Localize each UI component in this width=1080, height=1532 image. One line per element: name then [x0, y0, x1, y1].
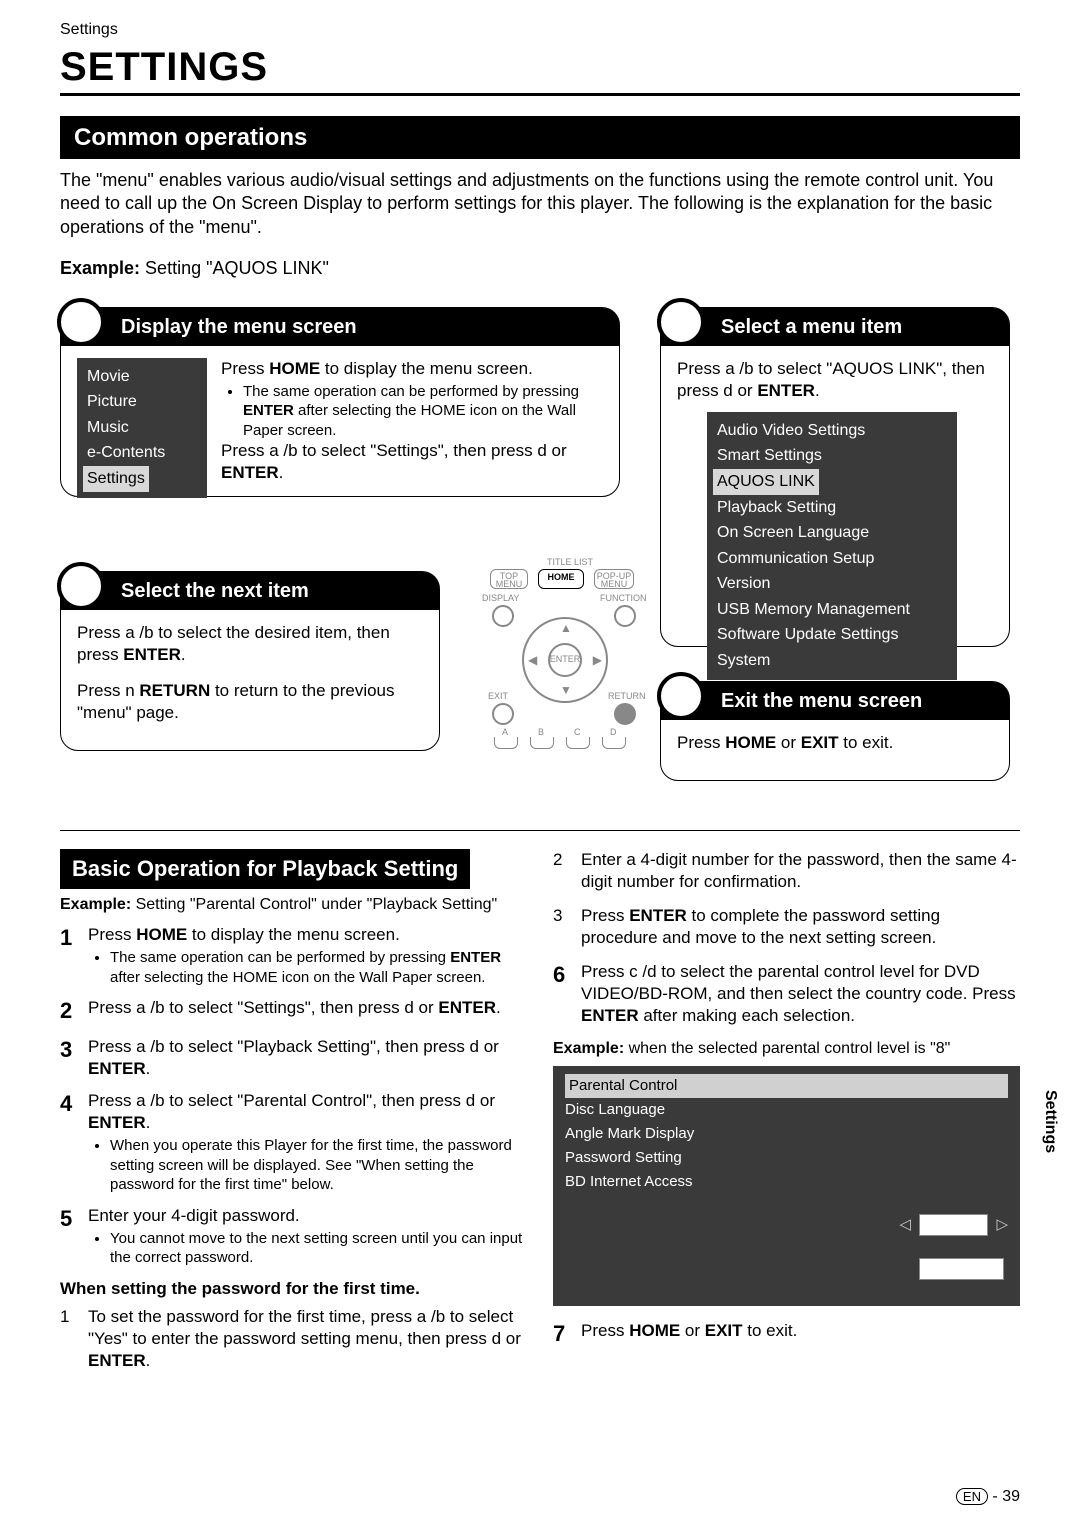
page-title: SETTINGS	[60, 41, 1020, 96]
step-3-text: Press a /b to select the desired item, t…	[61, 610, 439, 736]
remote-return-label: RETURN	[608, 691, 646, 703]
parental-level-selector: 8 [Adult]	[919, 1214, 988, 1236]
remote-d-button	[602, 737, 626, 749]
remote-dpad: ENTER ▲ ▼ ◀ ▶	[522, 617, 608, 703]
step-3-box: 3 Select the next item Press a /b to sel…	[60, 571, 440, 751]
menu-item-playback: Playback Setting	[717, 495, 947, 521]
step-4-text: Press HOME or EXIT to exit.	[661, 720, 1009, 766]
right-column: 2Enter a 4-digit number for the password…	[553, 849, 1020, 1384]
left-column: Basic Operation for Playback Setting Exa…	[60, 849, 527, 1384]
pb-item-angle: Angle Mark Display	[565, 1122, 1008, 1146]
side-tab-settings: Settings	[1039, 1090, 1060, 1153]
playback-example: Example: Setting "Parental Control" unde…	[60, 895, 527, 916]
remote-c-button	[566, 737, 590, 749]
remote-right-icon: ▶	[593, 653, 602, 669]
steps-diagram: 1 Display the menu screen Movie Picture …	[60, 291, 1020, 831]
country-selector: USA	[919, 1258, 1004, 1280]
remote-popup-button: POP-UP MENU	[594, 569, 634, 589]
pb-item-pwset: Password Setting	[565, 1146, 1008, 1170]
menu-item-system: System	[717, 648, 947, 674]
menu-item-osl: On Screen Language	[717, 520, 947, 546]
menu-item-smart: Smart Settings	[717, 443, 947, 469]
step-2-number: 2	[657, 298, 705, 346]
settings-menu: Audio Video Settings Smart Settings AQUO…	[707, 412, 957, 680]
menu-item-usb: USB Memory Management	[717, 597, 947, 623]
page-number: 39	[1002, 1488, 1020, 1505]
remote-display-button	[492, 605, 514, 627]
remote-diagram: TITLE LIST TOP MENU HOME POP-UP MENU DIS…	[480, 561, 650, 741]
menu-item-settings: Settings	[83, 466, 149, 492]
breadcrumb: Settings	[60, 20, 1020, 41]
step-2-box: 2 Select a menu item Press a /b to selec…	[660, 307, 1010, 647]
left-triangle-icon: ◁	[900, 1216, 912, 1233]
remote-exit-label: EXIT	[488, 691, 508, 703]
step-3-number: 3	[57, 562, 105, 610]
remote-function-label: FUNCTION	[600, 593, 647, 605]
step-1-header: 1 Display the menu screen	[61, 308, 619, 346]
playback-setting-menu: Parental Control Disc Language Angle Mar…	[553, 1066, 1020, 1306]
step-3-header: 3 Select the next item	[61, 572, 439, 610]
procedure-list: 1 Press HOME to display the menu screen.…	[60, 924, 527, 1268]
remote-home-button: HOME	[538, 569, 584, 589]
step-1-box: 1 Display the menu screen Movie Picture …	[60, 307, 620, 497]
menu-item-av: Audio Video Settings	[717, 418, 947, 444]
remote-exit-button	[492, 703, 514, 725]
menu-item-comm: Communication Setup	[717, 546, 947, 572]
menu-item-aquos: AQUOS LINK	[713, 469, 819, 495]
step-1-number: 1	[57, 298, 105, 346]
section-common-ops-header: Common operations	[60, 116, 1020, 159]
password-first-time-header: When setting the password for the first …	[60, 1278, 527, 1300]
example-line: Example: Setting "AQUOS LINK"	[60, 257, 1020, 280]
lang-code: EN	[956, 1488, 988, 1505]
step-2-header: 2 Select a menu item	[661, 308, 1009, 346]
step-1-text: Press HOME to display the menu screen. T…	[221, 358, 603, 498]
remote-a-button	[494, 737, 518, 749]
menu-item-econtents: e-Contents	[87, 440, 197, 466]
pb-item-bdinet: BD Internet Access	[565, 1170, 1008, 1194]
example-label: Example:	[60, 258, 140, 278]
menu-item-version: Version	[717, 571, 947, 597]
home-menu: Movie Picture Music e-Contents Settings	[77, 358, 207, 498]
pb-item-parental: Parental Control	[565, 1074, 1008, 1098]
right-triangle-icon: ▷	[996, 1216, 1008, 1233]
remote-function-button	[614, 605, 636, 627]
remote-up-icon: ▲	[560, 621, 572, 637]
menu-item-picture: Picture	[87, 389, 197, 415]
step-4-number: 4	[657, 672, 705, 720]
remote-b-button	[530, 737, 554, 749]
step-4-header: 4 Exit the menu screen	[661, 682, 1009, 720]
remote-enter-button: ENTER	[548, 643, 582, 677]
remote-title-list: TITLE LIST	[540, 557, 600, 569]
remote-down-icon: ▼	[560, 683, 572, 699]
menu-item-swupdate: Software Update Settings	[717, 622, 947, 648]
remote-top-menu-button: TOP MENU	[490, 569, 528, 589]
step-4-box: 4 Exit the menu screen Press HOME or EXI…	[660, 681, 1010, 781]
intro-text: The "menu" enables various audio/visual …	[60, 169, 1020, 239]
remote-left-icon: ◀	[528, 653, 537, 669]
remote-display-label: DISPLAY	[482, 593, 519, 605]
section-playback-header: Basic Operation for Playback Setting	[60, 849, 470, 890]
page-footer: EN - 39	[956, 1487, 1020, 1508]
step-2-text: Press a /b to select "AQUOS LINK", then …	[661, 346, 1009, 692]
pb-item-disc-lang: Disc Language	[565, 1098, 1008, 1122]
menu-item-music: Music	[87, 415, 197, 441]
remote-return-button	[614, 703, 636, 725]
menu-item-movie: Movie	[87, 364, 197, 390]
